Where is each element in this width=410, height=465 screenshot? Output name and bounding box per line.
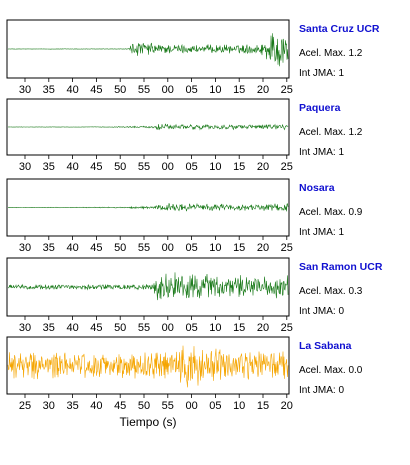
x-tick-label: 10 bbox=[209, 242, 221, 254]
x-tick-label: 55 bbox=[162, 400, 174, 412]
panel-2: 30 35 40 45 50 55 00 05 10 15 20 25 Nosara Acel. Max.… bbox=[6, 178, 363, 254]
panel-frame bbox=[6, 19, 290, 79]
x-tick-label: 20 bbox=[257, 322, 269, 334]
panel-3: 30 35 40 45 50 55 00 05 10 15 20 25 San Ramon UCR Ace… bbox=[6, 257, 383, 334]
x-tick-label: 45 bbox=[90, 84, 102, 96]
panel-1: 30 35 40 45 50 55 00 05 10 15 20 25 Paquera Acel. Max… bbox=[6, 98, 363, 173]
panel-frame bbox=[6, 336, 290, 395]
x-tick-label: 05 bbox=[185, 161, 197, 173]
x-tick-label: 15 bbox=[233, 242, 245, 254]
x-tick-label: 00 bbox=[185, 400, 197, 412]
waveform-trace bbox=[7, 123, 289, 131]
x-tick-label: 45 bbox=[90, 161, 102, 173]
panel-frame bbox=[6, 178, 290, 237]
int-jma-label: Int JMA: 1 bbox=[299, 227, 344, 238]
x-tick-label: 40 bbox=[66, 322, 78, 334]
x-tick-label: 20 bbox=[257, 84, 269, 96]
x-tick-label: 15 bbox=[233, 161, 245, 173]
int-jma-label: Int JMA: 1 bbox=[299, 147, 344, 158]
x-tick-label: 45 bbox=[90, 242, 102, 254]
x-tick-label: 55 bbox=[138, 242, 150, 254]
x-tick-label: 40 bbox=[66, 242, 78, 254]
x-tick-label: 50 bbox=[114, 161, 126, 173]
x-tick-label: 10 bbox=[233, 400, 245, 412]
acel-max-label: Acel. Max. 1.2 bbox=[299, 48, 363, 59]
acel-max-label: Acel. Max. 0.3 bbox=[299, 286, 363, 297]
x-tick-label: 55 bbox=[138, 161, 150, 173]
x-tick-label: 10 bbox=[209, 161, 221, 173]
waveform-trace bbox=[8, 202, 289, 212]
station-name: La Sabana bbox=[299, 340, 352, 352]
x-tick-label: 30 bbox=[19, 84, 31, 96]
x-tick-label: 50 bbox=[114, 242, 126, 254]
x-tick-label: 25 bbox=[281, 242, 293, 254]
station-name: San Ramon UCR bbox=[299, 261, 383, 273]
acel-max-label: Acel. Max. 0.9 bbox=[299, 207, 363, 218]
x-tick-label: 35 bbox=[43, 322, 55, 334]
x-tick-label: 25 bbox=[281, 84, 293, 96]
x-tick-label: 45 bbox=[114, 400, 126, 412]
x-tick-label: 30 bbox=[19, 161, 31, 173]
acel-max-label: Acel. Max. 1.2 bbox=[299, 127, 363, 138]
x-tick-label: 25 bbox=[281, 322, 293, 334]
waveform-trace bbox=[7, 345, 289, 388]
x-tick-label: 15 bbox=[233, 322, 245, 334]
x-tick-label: 35 bbox=[43, 242, 55, 254]
x-tick-label: 30 bbox=[43, 400, 55, 412]
x-tick-label: 00 bbox=[162, 161, 174, 173]
panel-0: 30 35 40 45 50 55 00 05 10 15 20 25 Santa Cruz UCR Ac… bbox=[6, 19, 380, 96]
x-tick-label: 35 bbox=[43, 84, 55, 96]
x-tick-label: 00 bbox=[162, 242, 174, 254]
x-tick-label: 55 bbox=[138, 84, 150, 96]
x-tick-label: 10 bbox=[209, 84, 221, 96]
panel-4: 25 30 35 40 45 50 55 00 05 10 15 20 La Sabana Acel. M… bbox=[6, 336, 363, 412]
x-tick-label: 25 bbox=[19, 400, 31, 412]
x-tick-label: 35 bbox=[66, 400, 78, 412]
waveform-trace bbox=[7, 272, 289, 301]
station-name: Paquera bbox=[299, 102, 341, 114]
acel-max-label: Acel. Max. 0.0 bbox=[299, 365, 363, 376]
x-tick-label: 20 bbox=[257, 161, 269, 173]
x-tick-label: 15 bbox=[257, 400, 269, 412]
station-name: Nosara bbox=[299, 182, 335, 194]
x-tick-label: 20 bbox=[257, 242, 269, 254]
x-tick-label: 50 bbox=[114, 322, 126, 334]
x-tick-label: 50 bbox=[138, 400, 150, 412]
x-tick-label: 50 bbox=[114, 84, 126, 96]
panel-frame bbox=[6, 98, 290, 156]
x-tick-label: 05 bbox=[209, 400, 221, 412]
x-tick-label: 00 bbox=[162, 84, 174, 96]
x-tick-label: 10 bbox=[209, 322, 221, 334]
x-tick-label: 05 bbox=[185, 322, 197, 334]
x-tick-label: 40 bbox=[66, 84, 78, 96]
x-tick-label: 30 bbox=[19, 322, 31, 334]
int-jma-label: Int JMA: 1 bbox=[299, 68, 344, 79]
station-name: Santa Cruz UCR bbox=[299, 23, 380, 35]
waveform-trace bbox=[7, 33, 289, 67]
x-tick-label: 55 bbox=[138, 322, 150, 334]
panel-frame bbox=[6, 257, 290, 317]
x-tick-label: 40 bbox=[66, 161, 78, 173]
x-tick-label: 30 bbox=[19, 242, 31, 254]
x-tick-label: 05 bbox=[185, 84, 197, 96]
x-axis-label: Tiempo (s) bbox=[120, 415, 177, 429]
int-jma-label: Int JMA: 0 bbox=[299, 306, 344, 317]
x-tick-label: 40 bbox=[90, 400, 102, 412]
x-tick-label: 00 bbox=[162, 322, 174, 334]
int-jma-label: Int JMA: 0 bbox=[299, 385, 344, 396]
x-tick-label: 05 bbox=[185, 242, 197, 254]
x-tick-label: 45 bbox=[90, 322, 102, 334]
x-tick-label: 25 bbox=[281, 161, 293, 173]
x-tick-label: 35 bbox=[43, 161, 55, 173]
x-tick-label: 15 bbox=[233, 84, 245, 96]
x-tick-label: 20 bbox=[281, 400, 293, 412]
